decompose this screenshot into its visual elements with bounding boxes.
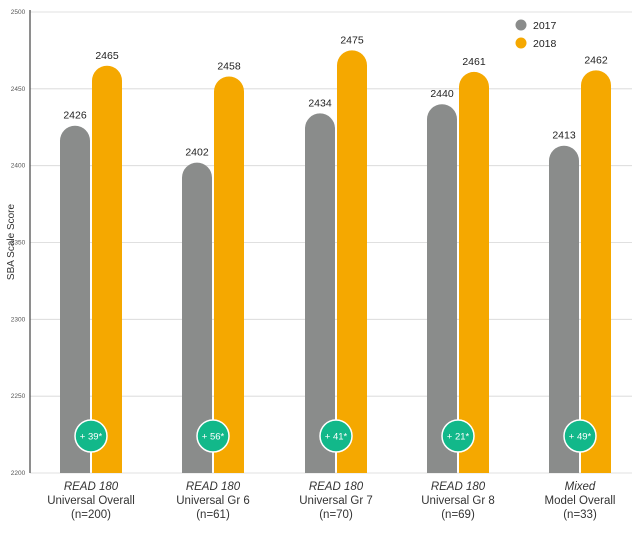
x-category-label: READ 180 Universal Overall (n=200) [26, 480, 156, 522]
data-label: 2475 [340, 34, 364, 46]
bar-2017 [305, 113, 335, 473]
bar-2017 [60, 125, 90, 474]
gain-badge [441, 419, 475, 453]
x-category-label-line2: Universal Gr 8 [421, 495, 495, 507]
gain-badge [319, 419, 353, 453]
data-label: 2434 [308, 97, 332, 109]
gain-badge-text: + 41* [325, 432, 348, 443]
data-label: 2402 [185, 147, 209, 159]
y-tick-label: 2250 [11, 393, 26, 400]
legend-swatch-2017 [515, 19, 527, 31]
x-category-label-n: (n=33) [563, 509, 597, 521]
x-category-label-line2: Model Overall [544, 495, 616, 507]
data-label: 2440 [430, 88, 454, 100]
data-label: 2426 [63, 110, 87, 122]
x-category-label-line2: Universal Overall [47, 495, 135, 507]
x-category-label: Mixed Model Overall (n=33) [515, 480, 640, 522]
y-tick-label: 2350 [11, 240, 26, 247]
y-tick-label: 2500 [11, 9, 26, 16]
data-label: 2465 [95, 50, 119, 62]
gain-badge-text: + 21* [447, 432, 470, 443]
bar-2018 [337, 50, 367, 474]
gain-badge [196, 419, 230, 453]
y-tick-label: 2300 [11, 316, 26, 323]
x-category-label-line2: Universal Gr 6 [176, 495, 250, 507]
bar-2018 [581, 70, 611, 473]
x-category-label-program: READ 180 [430, 481, 486, 493]
bar-2018 [92, 65, 122, 474]
x-category-label-n: (n=61) [196, 509, 230, 521]
x-category-label-n: (n=200) [71, 509, 111, 521]
x-category-label: READ 180 Universal Gr 6 (n=61) [148, 480, 278, 522]
y-tick-label: 2400 [11, 163, 26, 170]
legend-swatch-2018 [515, 37, 527, 49]
bar-2017 [549, 145, 579, 474]
data-label: 2461 [462, 56, 486, 68]
y-tick-label: 2450 [11, 86, 26, 93]
y-axis-title: SBA Scale Score [6, 203, 17, 280]
gain-badge-text: + 56* [202, 432, 225, 443]
data-label: 2462 [584, 54, 608, 66]
data-label: 2458 [217, 61, 241, 73]
x-category-label-program: READ 180 [185, 481, 241, 493]
bar-2017 [427, 104, 457, 473]
bar-2017 [182, 162, 212, 473]
gain-badge [563, 419, 597, 453]
gain-badge-text: + 49* [569, 432, 592, 443]
gain-badge [74, 419, 108, 453]
x-category-label: READ 180 Universal Gr 7 (n=70) [271, 480, 401, 522]
x-category-label-line2: Universal Gr 7 [299, 495, 373, 507]
x-category-label-n: (n=70) [319, 509, 353, 521]
legend-label: 2017 [533, 20, 557, 32]
gain-badge-text: + 39* [80, 432, 103, 443]
y-tick-label: 2200 [11, 470, 26, 477]
bar-2018 [214, 76, 244, 473]
x-category-label-program: Mixed [564, 481, 596, 493]
x-category-label-n: (n=69) [441, 509, 475, 521]
x-category-label-program: READ 180 [63, 481, 119, 493]
bar-2018 [459, 71, 489, 474]
data-label: 2413 [552, 130, 576, 142]
x-category-label-program: READ 180 [308, 481, 364, 493]
x-category-label: READ 180 Universal Gr 8 (n=69) [393, 480, 523, 522]
legend-label: 2018 [533, 38, 557, 50]
